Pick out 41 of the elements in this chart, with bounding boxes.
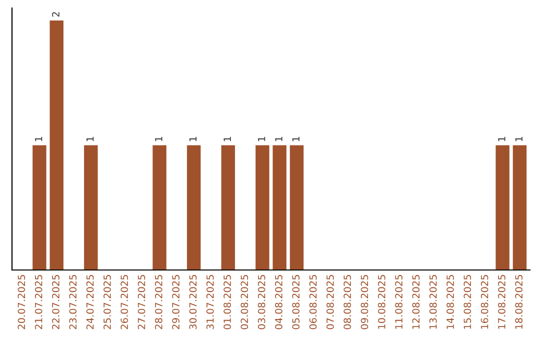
x-tick-label: 08.08.2025 [344, 275, 352, 330]
data-label: 1 [155, 136, 162, 142]
x-tick-label: 17.08.2025 [498, 275, 506, 329]
x-tick-label: 13.08.2025 [429, 275, 437, 329]
x-tick-label: 16.08.2025 [480, 275, 488, 329]
data-label: 2 [52, 12, 60, 17]
x-tick-label: 02.08.2025 [240, 275, 248, 330]
data-label: 1 [35, 136, 42, 142]
x-tick-label: 30.07.2025 [189, 275, 197, 330]
data-label: 1 [515, 136, 522, 142]
x-tick-label: 18.08.2025 [515, 275, 523, 329]
x-tick-label: 28.07.2025 [154, 275, 162, 330]
x-tick-label: 27.07.2025 [138, 275, 146, 330]
x-tick-label: 15.08.2025 [464, 275, 472, 329]
x-tick-label: 25.07.2025 [104, 275, 111, 330]
x-tick-label: 01.08.2025 [224, 275, 231, 330]
x-tick-label: 20.07.2025 [18, 275, 26, 330]
data-label: 1 [275, 136, 282, 142]
x-tick-label: 29.07.2025 [172, 275, 180, 330]
x-tick-label: 09.08.2025 [360, 275, 368, 330]
x-tick-label: 26.07.2025 [120, 275, 128, 330]
x-tick-label: 05.08.2025 [292, 275, 300, 330]
data-label: 1 [498, 136, 506, 142]
x-tick-label: 04.08.2025 [275, 275, 282, 330]
x-tick-label: 06.08.2025 [309, 275, 317, 330]
data-label: 1 [86, 136, 94, 142]
data-label: 1 [292, 136, 300, 142]
data-label: 1 [258, 136, 266, 142]
x-tick-label: 12.08.2025 [412, 275, 420, 329]
x-tick-label: 21.07.2025 [34, 275, 42, 330]
data-label: 1 [224, 136, 231, 142]
x-tick-label: 10.08.2025 [378, 275, 386, 329]
data-label: 1 [189, 136, 196, 142]
x-tick-label: 24.07.2025 [86, 275, 94, 330]
x-tick-label: 14.08.2025 [446, 275, 454, 329]
x-tick-label: 11.08.2025 [395, 275, 402, 329]
x-tick-label: 31.07.2025 [206, 275, 214, 330]
x-tick-label: 07.08.2025 [326, 275, 334, 330]
x-tick-label: 22.07.2025 [52, 275, 60, 330]
x-tick-label: 03.08.2025 [258, 275, 266, 330]
x-tick-label: 23.07.2025 [69, 275, 77, 330]
